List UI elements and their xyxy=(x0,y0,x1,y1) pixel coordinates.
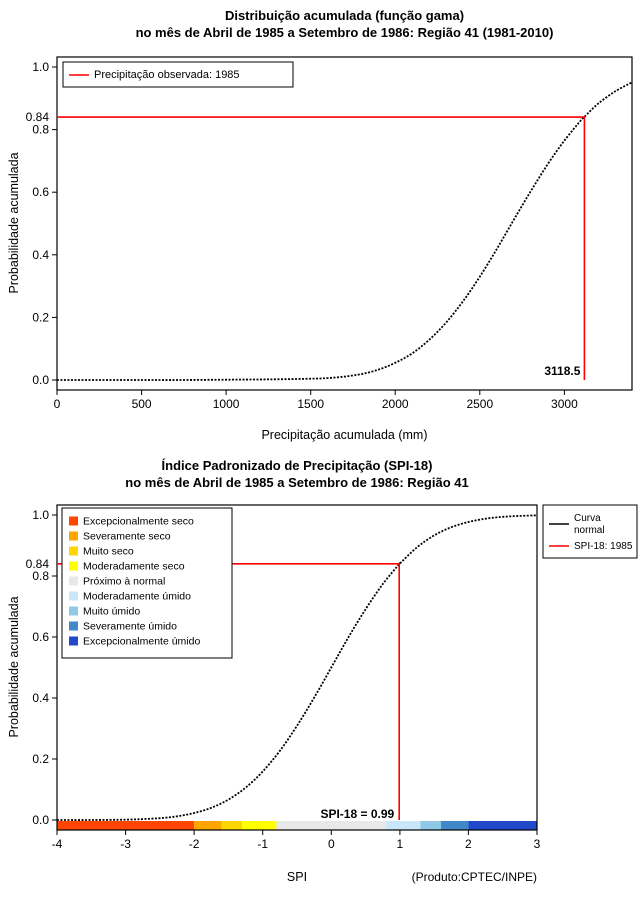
y-tick-label: 0.0 xyxy=(32,813,49,827)
y-tick-label: 0.0 xyxy=(32,373,49,387)
x-tick-label: -3 xyxy=(120,837,131,851)
spi-cdf-chart: -4 -3 -2 -1 0 1 2 3 0.0 0.2 0.4 0.6 0.8 1.0 0.84 SPI-18… xyxy=(26,504,638,851)
x-tick-label: 1000 xyxy=(213,397,240,411)
spi-category-bar xyxy=(57,821,537,830)
observed-marker: 3118.5 xyxy=(57,116,586,380)
chart1-xlabel: Precipitação acumulada (mm) xyxy=(261,428,428,442)
gamma-cdf-plot: 0 500 1000 1500 2000 2500 3000 0.0 0.2 0.4 0.6 0.8 1… xyxy=(26,56,633,411)
category-label: Muito seco xyxy=(83,546,134,558)
category-swatch xyxy=(69,621,78,631)
category-bar-segment xyxy=(441,821,469,830)
category-label: Excepcionalmente seco xyxy=(83,516,194,528)
y-tick-label: 0.6 xyxy=(32,185,49,199)
y-tick-label: 1.0 xyxy=(32,60,49,74)
y-axis: 0.0 0.2 0.4 0.6 0.8 1.0 0.84 xyxy=(26,508,57,827)
category-bar-segment xyxy=(468,821,537,830)
chart2-xlabel: SPI xyxy=(286,870,308,884)
y-tick-label: 0.4 xyxy=(32,691,49,705)
plot-border xyxy=(56,56,633,391)
legend-label: Precipitação observada: 1985 xyxy=(94,69,240,81)
legend: Precipitação observada: 1985 xyxy=(62,61,294,88)
category-label: Severamente úmido xyxy=(83,621,177,633)
gamma-curve xyxy=(56,81,633,381)
y-tick-label: 0.8 xyxy=(32,569,49,583)
y-tick-label: 1.0 xyxy=(32,508,49,522)
legend-label: SPI-18: 1985 xyxy=(574,541,633,552)
category-bar-segment xyxy=(242,821,277,830)
x-tick-label: 3 xyxy=(534,837,541,851)
legend-label: Curva xyxy=(574,513,601,524)
x-axis: 0 500 1000 1500 2000 2500 3000 xyxy=(54,390,578,411)
x-tick-label: 3000 xyxy=(551,397,578,411)
category-label: Excepcionalmente úmido xyxy=(83,636,200,648)
category-label: Próximo à normal xyxy=(83,576,165,588)
marker-x-value-label: 3118.5 xyxy=(544,364,580,378)
x-tick-label: -2 xyxy=(189,837,200,851)
chart1-title: Distribuição acumulada (função gama) xyxy=(224,8,465,23)
y-tick-label: 0.2 xyxy=(32,310,49,324)
y-axis: 0.0 0.2 0.4 0.6 0.8 1.0 0.84 xyxy=(26,60,57,387)
producer-note: (Produto:CPTEC/INPE) xyxy=(411,870,537,884)
chart2-ylabel: Probabilidade acumulada xyxy=(7,596,21,738)
x-tick-label: 0 xyxy=(54,397,61,411)
gamma-cdf-chart: 0 500 1000 1500 2000 2500 3000 0.0 0.2 0.4 0.6 0.8 1… xyxy=(26,56,633,411)
category-swatch xyxy=(69,606,78,616)
x-axis: -4 -3 -2 -1 0 1 2 3 xyxy=(52,830,541,851)
marker-y-axis-label: 0.84 xyxy=(26,110,50,124)
category-bar-segment xyxy=(57,821,195,830)
category-swatch xyxy=(69,576,78,586)
y-tick-label: 0.8 xyxy=(32,123,49,137)
x-tick-label: 1 xyxy=(397,837,404,851)
x-tick-label: 0 xyxy=(328,837,335,851)
chart2-title: Índice Padronizado de Precipitação (SPI-… xyxy=(161,458,433,473)
chart1-subtitle: no mês de Abril de 1985 a Setembro de 19… xyxy=(135,25,554,40)
category-bar-segment xyxy=(276,821,387,830)
x-tick-label: 500 xyxy=(132,397,152,411)
category-swatch xyxy=(69,516,78,526)
category-swatch xyxy=(69,531,78,541)
spi-categories-legend: Excepcionalmente seco Severamente seco Mui… xyxy=(61,507,233,659)
legend-box xyxy=(542,504,638,559)
category-label: Muito úmido xyxy=(83,606,140,618)
legend-label: normal xyxy=(574,525,605,536)
category-label: Moderadamente úmido xyxy=(83,591,191,603)
normal-curve xyxy=(56,514,538,821)
y-tick-label: 0.2 xyxy=(32,752,49,766)
category-bar-segment xyxy=(420,821,441,830)
categories-legend-box xyxy=(61,507,233,659)
x-tick-label: -4 xyxy=(52,837,63,851)
category-swatch xyxy=(69,561,78,571)
marker-y-axis-label: 0.84 xyxy=(26,557,50,571)
chart2-subtitle: no mês de Abril de 1985 a Setembro de 19… xyxy=(125,475,469,490)
category-bar-segment xyxy=(386,821,421,830)
x-tick-label: 2 xyxy=(465,837,472,851)
category-swatch xyxy=(69,591,78,601)
x-tick-label: 2500 xyxy=(466,397,493,411)
x-tick-label: -1 xyxy=(257,837,268,851)
category-bar-segment xyxy=(221,821,243,830)
category-label: Severamente seco xyxy=(83,531,171,543)
y-tick-label: 0.4 xyxy=(32,248,49,262)
x-tick-label: 2000 xyxy=(382,397,409,411)
category-bar-segment xyxy=(194,821,222,830)
y-tick-label: 0.6 xyxy=(32,630,49,644)
category-swatch xyxy=(69,546,78,556)
spi-cdf-plot: -4 -3 -2 -1 0 1 2 3 0.0 0.2 0.4 0.6 0.8 1.0 0.84 SPI-18… xyxy=(26,504,638,851)
legend-box xyxy=(62,61,294,88)
category-swatch xyxy=(69,636,78,646)
x-tick-label: 1500 xyxy=(297,397,324,411)
category-label: Moderadamente seco xyxy=(83,561,185,573)
plot-border xyxy=(56,504,538,831)
marker-spi-value-label: SPI-18 = 0.99 xyxy=(320,807,394,821)
marker-lines xyxy=(57,116,586,380)
chart1-ylabel: Probabilidade acumulada xyxy=(7,152,21,294)
